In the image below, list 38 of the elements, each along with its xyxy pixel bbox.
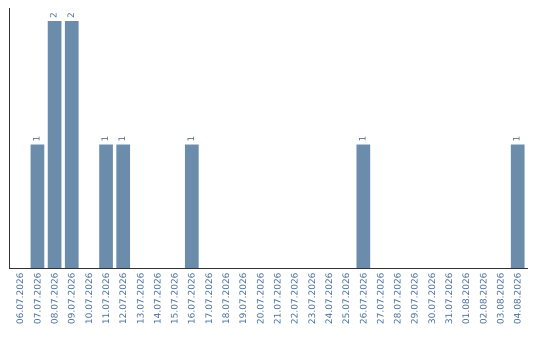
x-tick-label: 22.07.2026 [290, 272, 301, 324]
x-tick-label: 29.07.2026 [410, 272, 421, 324]
x-tick-label: 09.07.2026 [68, 272, 78, 324]
x-tick-label: 13.07.2026 [136, 272, 146, 324]
data-label: 2 [66, 12, 77, 18]
x-tick-label: 21.07.2026 [274, 272, 284, 324]
x-tick-label: 27.07.2026 [376, 272, 386, 324]
x-tick-label: 12.07.2026 [119, 272, 130, 324]
x-tick-label: 25.07.2026 [342, 272, 352, 324]
data-label: 1 [118, 136, 128, 142]
x-tick-label: 26.07.2026 [359, 272, 370, 324]
x-tick-label: 11.07.2026 [102, 272, 112, 324]
data-label: 1 [358, 136, 368, 142]
x-tick-label: 02.08.2026 [479, 272, 490, 324]
x-tick-label: 01.08.2026 [462, 272, 472, 324]
x-tick-label: 03.08.2026 [496, 272, 506, 324]
x-tick-label: 07.07.2026 [33, 272, 44, 324]
x-tick-label: 18.07.2026 [222, 272, 232, 324]
x-tick-label: 31.07.2026 [445, 272, 456, 324]
x-tick-label: 23.07.2026 [308, 272, 318, 324]
x-tick-label: 14.07.2026 [153, 272, 164, 324]
data-label: 1 [101, 136, 112, 142]
x-tick-label: 16.07.2026 [188, 272, 198, 324]
x-tick-label: 17.07.2026 [204, 272, 215, 324]
x-tick-label: 28.07.2026 [394, 272, 404, 324]
x-tick-label: 24.07.2026 [324, 272, 335, 324]
data-label: 1 [32, 136, 42, 142]
x-tick-label: 30.07.2026 [428, 272, 438, 324]
x-tick-label: 19.07.2026 [239, 272, 250, 324]
x-tick-label: 08.07.2026 [50, 272, 61, 324]
x-tick-label: 20.07.2026 [256, 272, 266, 324]
x-tick-label: 04.08.2026 [514, 272, 524, 324]
data-label: 2 [50, 12, 60, 18]
data-label: 1 [186, 136, 197, 142]
x-tick-label: 15.07.2026 [170, 272, 181, 324]
x-tick-label: 10.07.2026 [84, 272, 95, 324]
x-tick-label: 06.07.2026 [16, 272, 26, 324]
data-label: 1 [512, 136, 523, 142]
